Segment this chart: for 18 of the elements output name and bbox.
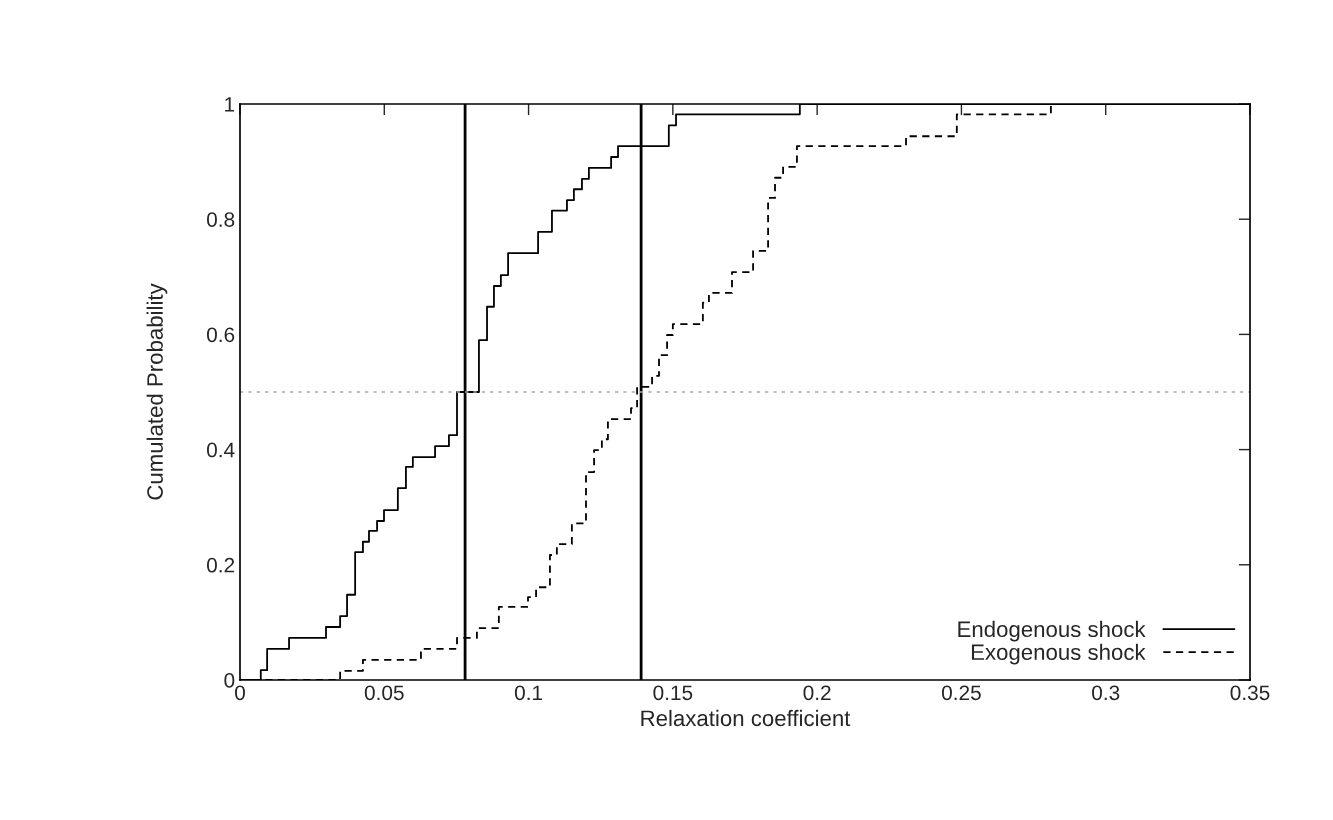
y-tick-label: 0.6 [206,327,235,343]
y-tick-label: 0.8 [206,212,235,227]
x-tick-label: 0.1 [514,685,543,701]
x-tick-label: 0.3 [1092,685,1120,701]
y-tick-label: 1 [225,97,235,112]
x-tick-label: 0.2 [803,685,831,701]
y-tick-label: 0 [224,673,235,688]
x-tick-label: 0.25 [941,685,981,701]
x-tick-label: 0.15 [653,685,693,701]
x-tick-label: 0.05 [364,685,404,701]
legend-label: Endogenous shock [958,620,1146,642]
x-axis-title: Relaxation coefficient [641,709,851,727]
x-tick-label: 0.35 [1230,685,1270,701]
y-tick-label: 0.2 [206,557,235,573]
x-tick-label: 0 [235,685,245,701]
legend-label: Exogenous shock [971,643,1146,665]
y-axis-title: Cumulated Probability [146,283,168,500]
y-tick-label: 0.4 [206,442,235,458]
